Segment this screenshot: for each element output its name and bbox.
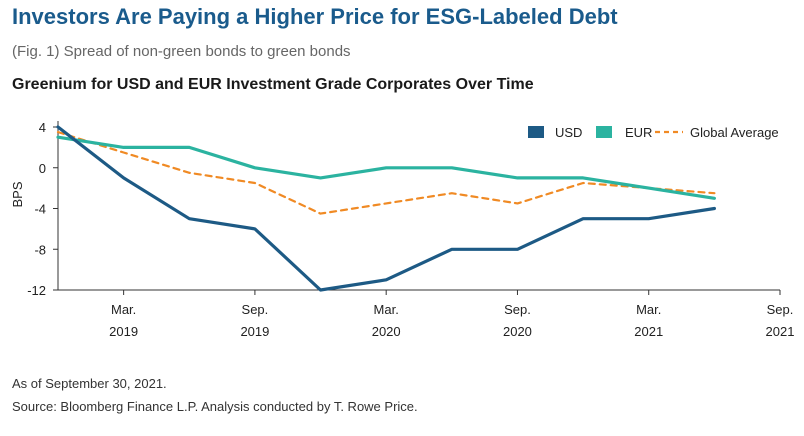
line-chart: 4 0 -4 -8 -12 BPS Mar. 2019 Sep. 2019 Mar. 2020 Sep.… — [10, 120, 794, 339]
y-tick-label: -4 — [34, 202, 46, 217]
as-of-note: As of September 30, 2021. — [12, 376, 167, 391]
x-tick-label-year: 2019 — [240, 324, 269, 339]
x-tick-label-month: Sep. — [242, 302, 269, 317]
x-tick-label-year: 2021 — [634, 324, 663, 339]
legend-label-eur: EUR — [625, 125, 652, 140]
y-tick-label: 0 — [39, 161, 46, 176]
legend-swatch-usd — [528, 126, 544, 138]
legend-label-global-average: Global Average — [690, 125, 779, 140]
legend-swatch-eur — [596, 126, 612, 138]
legend-label-usd: USD — [555, 125, 582, 140]
x-tick-label-month: Sep. — [504, 302, 531, 317]
source-note: Source: Bloomberg Finance L.P. Analysis … — [12, 399, 418, 414]
page-title: Investors Are Paying a Higher Price for … — [12, 4, 618, 29]
x-tick-label-month: Mar. — [636, 302, 661, 317]
x-tick-label-month: Mar. — [374, 302, 399, 317]
series-line-eur — [56, 135, 717, 200]
chart-legend: USD EUR Global Average — [528, 125, 779, 140]
y-tick-label: -12 — [27, 283, 46, 298]
x-tick-label-year: 2020 — [503, 324, 532, 339]
chart-axes: 4 0 -4 -8 -12 BPS Mar. 2019 Sep. 2019 Mar. 2020 Sep.… — [10, 120, 794, 339]
figure-subtitle: (Fig. 1) Spread of non-green bonds to gr… — [12, 43, 351, 60]
series-line-usd — [56, 125, 717, 292]
x-tick-label-month: Sep. — [767, 302, 794, 317]
chart-title: Greenium for USD and EUR Investment Grad… — [12, 76, 534, 93]
x-tick-label-year: 2020 — [372, 324, 401, 339]
y-axis-label: BPS — [10, 181, 25, 207]
y-tick-label: 4 — [39, 120, 46, 135]
series-line-global-average — [56, 131, 716, 215]
chart-series — [56, 125, 717, 292]
y-tick-label: -8 — [34, 242, 46, 257]
x-tick-label-year: 2019 — [109, 324, 138, 339]
x-tick-label-year: 2021 — [766, 324, 795, 339]
x-tick-label-month: Mar. — [111, 302, 136, 317]
